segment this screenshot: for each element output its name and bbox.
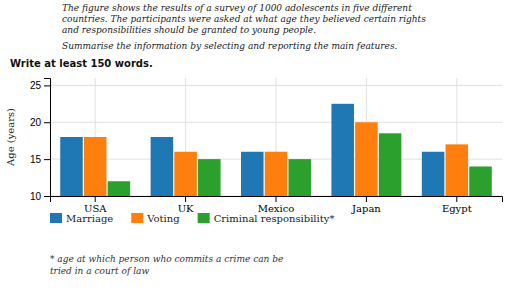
tick-mark bbox=[44, 85, 50, 86]
footnote: * age at which person who commits a crim… bbox=[50, 254, 283, 264]
tick-label: 25 bbox=[30, 80, 42, 91]
bar bbox=[198, 159, 221, 196]
tick: 20 bbox=[30, 117, 50, 128]
legend-label: Marriage bbox=[66, 213, 113, 224]
legend-label: Voting bbox=[146, 213, 180, 224]
tick-label: Egypt bbox=[442, 203, 472, 214]
footnote: tried in a court of law bbox=[50, 266, 149, 276]
tick: Japan bbox=[351, 196, 381, 214]
title: and responsibilities should be granted t… bbox=[62, 25, 316, 35]
tick-label: UK bbox=[178, 203, 194, 214]
legend-swatch bbox=[50, 213, 62, 223]
bar bbox=[422, 152, 445, 196]
grid bbox=[50, 78, 502, 196]
legend-item: Voting bbox=[131, 213, 180, 224]
tick-mark bbox=[276, 196, 277, 202]
tick-mark bbox=[44, 159, 50, 160]
y-axis: 10 15 20 25 bbox=[30, 79, 51, 202]
tick: USA bbox=[84, 196, 107, 214]
series bbox=[108, 133, 492, 196]
tick-mark bbox=[95, 196, 96, 202]
bar bbox=[241, 152, 264, 196]
bar bbox=[84, 137, 107, 196]
tick-mark bbox=[366, 196, 367, 202]
legend-item: Criminal responsibility* bbox=[198, 213, 335, 224]
tick-mark bbox=[44, 196, 50, 197]
bar bbox=[265, 152, 288, 196]
axis-line bbox=[51, 197, 503, 203]
plot: 10 15 20 25 USA UK Mexico Japan Egypt bbox=[30, 78, 503, 214]
chart-container: The figure shows the results of a survey… bbox=[0, 0, 512, 297]
bar bbox=[151, 137, 174, 196]
bar bbox=[288, 159, 311, 196]
bar bbox=[174, 152, 197, 196]
legend-label: Criminal responsibility* bbox=[214, 213, 335, 224]
legend: Marriage Voting Criminal responsibility* bbox=[50, 213, 334, 224]
bars bbox=[60, 104, 492, 196]
bar bbox=[379, 133, 402, 196]
tick: 15 bbox=[30, 154, 50, 165]
bar bbox=[355, 122, 378, 196]
x-axis: USA UK Mexico Japan Egypt bbox=[51, 196, 503, 214]
axis-title: Age (years) bbox=[5, 108, 16, 167]
title: countries. The participants were asked a… bbox=[62, 14, 426, 24]
bar bbox=[446, 144, 469, 196]
chart-svg: The figure shows the results of a survey… bbox=[0, 0, 512, 297]
axis-line bbox=[44, 79, 51, 197]
legend-swatch bbox=[198, 213, 210, 223]
series bbox=[84, 122, 468, 196]
tick: 10 bbox=[30, 191, 50, 202]
tick-mark bbox=[456, 196, 457, 202]
annotation: Write at least 150 words. bbox=[10, 58, 153, 69]
tick: 25 bbox=[30, 80, 50, 91]
bar bbox=[60, 137, 83, 196]
title: The figure shows the results of a survey… bbox=[62, 3, 412, 13]
tick: Mexico bbox=[258, 196, 295, 214]
tick-label: 10 bbox=[30, 191, 42, 202]
tick-mark bbox=[185, 196, 186, 202]
bar bbox=[108, 181, 131, 196]
tick-label: 20 bbox=[30, 117, 42, 128]
legend-swatch bbox=[131, 213, 143, 223]
tick-label: Japan bbox=[351, 203, 381, 214]
subtitle: Summarise the information by selecting a… bbox=[62, 41, 398, 51]
tick: UK bbox=[178, 196, 194, 214]
bar bbox=[331, 104, 354, 196]
tick-mark bbox=[44, 122, 50, 123]
tick-label: 15 bbox=[30, 154, 42, 165]
series bbox=[60, 104, 444, 196]
bar bbox=[469, 167, 492, 197]
legend-item: Marriage bbox=[50, 213, 113, 224]
tick: Egypt bbox=[442, 196, 472, 214]
